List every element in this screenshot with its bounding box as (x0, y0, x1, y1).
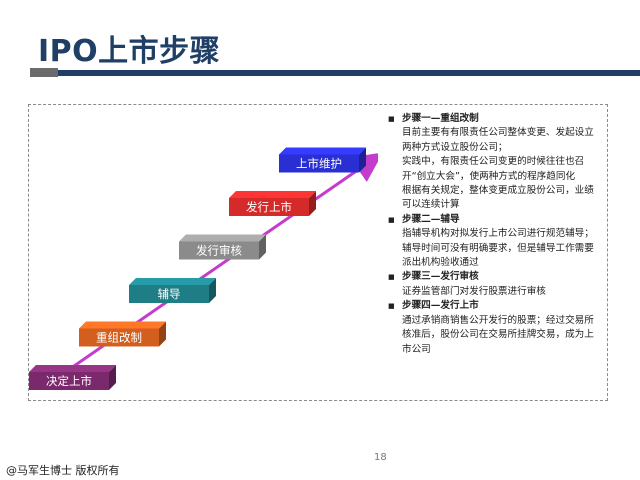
note-line: 实践中，有限责任公司变更的时候往往也召开“创立大会”，使两种方式的程序趋同化 (402, 156, 585, 182)
bullet-icon: ■ (388, 273, 395, 282)
step-label: 上市维护 (296, 157, 342, 171)
bullet-icon: ■ (388, 115, 395, 123)
note-line: 辅导时间可没有明确要求，但是辅导工作需要派出机构验收通过 (402, 242, 594, 269)
step-box-4: 发行审核 (179, 234, 266, 260)
note-item: ■ 步骤一—重组改制目前主要有有限责任公司整体变更、发起设立两种方式设立股份公司；… (388, 112, 602, 213)
step-label: 发行上市 (246, 200, 292, 214)
note-item: ■ 步骤四—发行上市通过承销商销售公开发行的股票；经过交易所核准后，股份公司在交易… (388, 299, 602, 357)
page-number: 18 (374, 452, 387, 463)
note-heading: 步骤二—辅导 (402, 213, 460, 225)
step-box-5: 发行上市 (229, 191, 316, 216)
copyright-footer: @马军生博士 版权所有 (6, 464, 120, 477)
note-heading: 步骤三—发行审核 (402, 271, 479, 283)
step-label: 发行审核 (196, 244, 242, 258)
note-heading: 步骤四—发行上市 (402, 300, 479, 312)
slide-title: IPO上市步骤 (38, 34, 221, 69)
progress-arrow (47, 152, 378, 386)
note-heading: 步骤一—重组改制 (402, 113, 479, 124)
note-item: ■ 步骤二—辅导指辅导机构对拟发行上市公司进行规范辅导； 辅导时间可没有明确要求，但… (388, 213, 602, 271)
bullet-icon: ■ (388, 302, 395, 311)
step-label: 决定上市 (46, 374, 92, 388)
note-line: 根据有关规定，整体变更成立股份公司，业绩可以连续计算 (402, 185, 594, 211)
steps-notes: ■ 步骤一—重组改制目前主要有有限责任公司整体变更、发起设立两种方式设立股份公司；… (388, 112, 602, 357)
bullet-icon: ■ (388, 215, 395, 224)
title-divider-accent (30, 68, 58, 77)
step-label: 重组改制 (96, 331, 142, 345)
step-box-6: 上市维护 (279, 147, 366, 173)
note-line: 证券监管部门对发行股票进行审核 (402, 285, 546, 297)
ipo-steps-diagram: 决定上市 重组改制 辅导 发行审核 发行上市 上市维护 (29, 147, 378, 390)
content-frame (28, 104, 608, 401)
note-line: 目前主要有有限责任公司整体变更、发起设立两种方式设立股份公司； (402, 127, 594, 153)
step-box-2: 重组改制 (79, 321, 166, 347)
step-box-3: 辅导 (129, 278, 216, 303)
step-label: 辅导 (158, 287, 181, 301)
note-item: ■ 步骤三—发行审核证券监管部门对发行股票进行审核 (388, 270, 602, 299)
title-divider (38, 70, 640, 76)
step-box-1: 决定上市 (29, 365, 116, 390)
note-line: 指辅导机构对拟发行上市公司进行规范辅导； (402, 228, 594, 240)
note-line: 通过承销商销售公开发行的股票；经过交易所核准后，股份公司在交易所挂牌交易，成为上… (402, 314, 594, 355)
